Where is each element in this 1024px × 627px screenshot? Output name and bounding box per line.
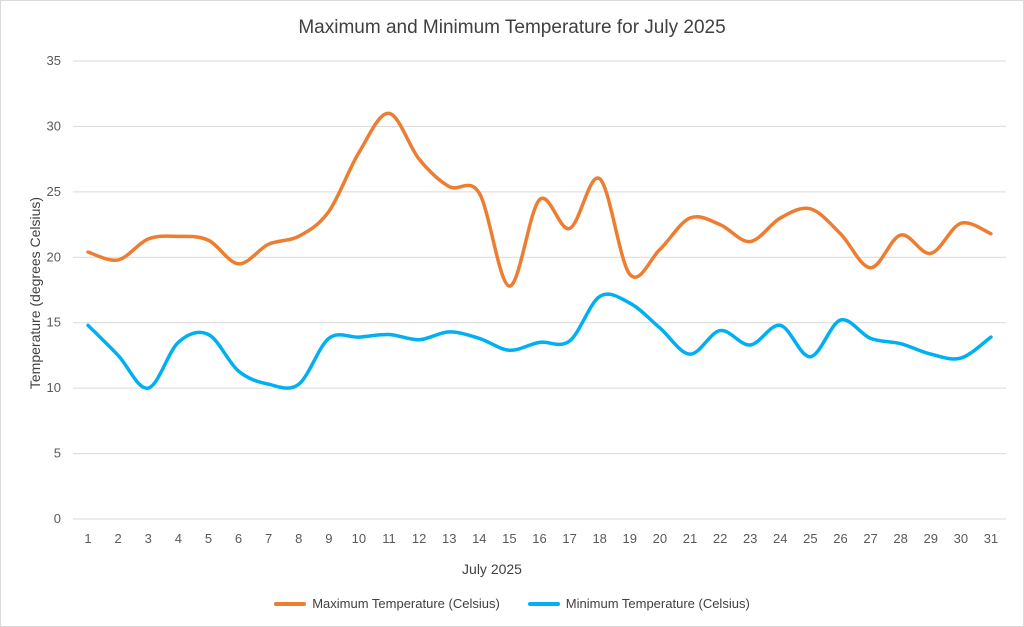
x-tick-label: 21 (683, 531, 697, 546)
x-tick-label: 16 (532, 531, 546, 546)
x-tick-label: 29 (924, 531, 938, 546)
x-tick-label: 27 (863, 531, 877, 546)
x-tick-label: 2 (115, 531, 122, 546)
x-tick-label: 19 (623, 531, 637, 546)
y-tick-label: 20 (47, 249, 61, 264)
chart-title: Maximum and Minimum Temperature for July… (298, 17, 726, 38)
x-tick-label: 6 (235, 531, 242, 546)
x-tick-label: 30 (954, 531, 968, 546)
y-tick-label: 0 (54, 511, 61, 526)
x-tick-label: 10 (352, 531, 366, 546)
x-tick-label: 11 (382, 531, 396, 546)
x-tick-label: 4 (175, 531, 182, 546)
x-tick-label: 17 (562, 531, 576, 546)
legend-label-max: Maximum Temperature (Celsius) (312, 596, 500, 611)
legend-swatch-min (527, 601, 560, 606)
legend-label-min: Minimum Temperature (Celsius) (565, 596, 750, 611)
y-axis-label: Temperature (degrees Celsius) (27, 196, 43, 390)
x-tick-label: 18 (592, 531, 606, 546)
x-tick-label: 20 (653, 531, 667, 546)
x-tick-label: 12 (412, 531, 426, 546)
x-tick-label: 14 (472, 531, 486, 546)
x-axis-label: July 2025 (462, 561, 522, 577)
x-tick-label: 31 (984, 531, 998, 546)
legend-swatch-max (274, 601, 307, 606)
x-tick-label: 26 (833, 531, 847, 546)
x-tick-label: 24 (773, 531, 787, 546)
legend-item-min: Minimum Temperature (Celsius) (527, 596, 750, 611)
y-tick-label: 30 (47, 118, 61, 133)
series-line-min (86, 292, 993, 390)
x-tick-label: 9 (325, 531, 332, 546)
x-tick-label: 25 (803, 531, 817, 546)
legend: Maximum Temperature (Celsius) Minimum Te… (1, 596, 1023, 611)
x-tick-label: 22 (713, 531, 727, 546)
y-tick-label: 25 (47, 184, 61, 199)
y-tick-label: 10 (47, 380, 61, 395)
x-tick-label: 3 (145, 531, 152, 546)
x-tick-label: 15 (502, 531, 516, 546)
x-tick-label: 28 (893, 531, 907, 546)
y-tick-label: 35 (47, 53, 61, 68)
legend-item-max: Maximum Temperature (Celsius) (274, 596, 500, 611)
x-tick-label: 1 (84, 531, 91, 546)
x-tick-label: 5 (205, 531, 212, 546)
x-tick-label: 8 (295, 531, 302, 546)
y-tick-label: 5 (54, 446, 61, 461)
x-tick-label: 13 (442, 531, 456, 546)
x-tick-label: 7 (265, 531, 272, 546)
x-tick-label: 23 (743, 531, 757, 546)
series-line-max (86, 111, 993, 288)
y-tick-label: 15 (47, 315, 61, 330)
